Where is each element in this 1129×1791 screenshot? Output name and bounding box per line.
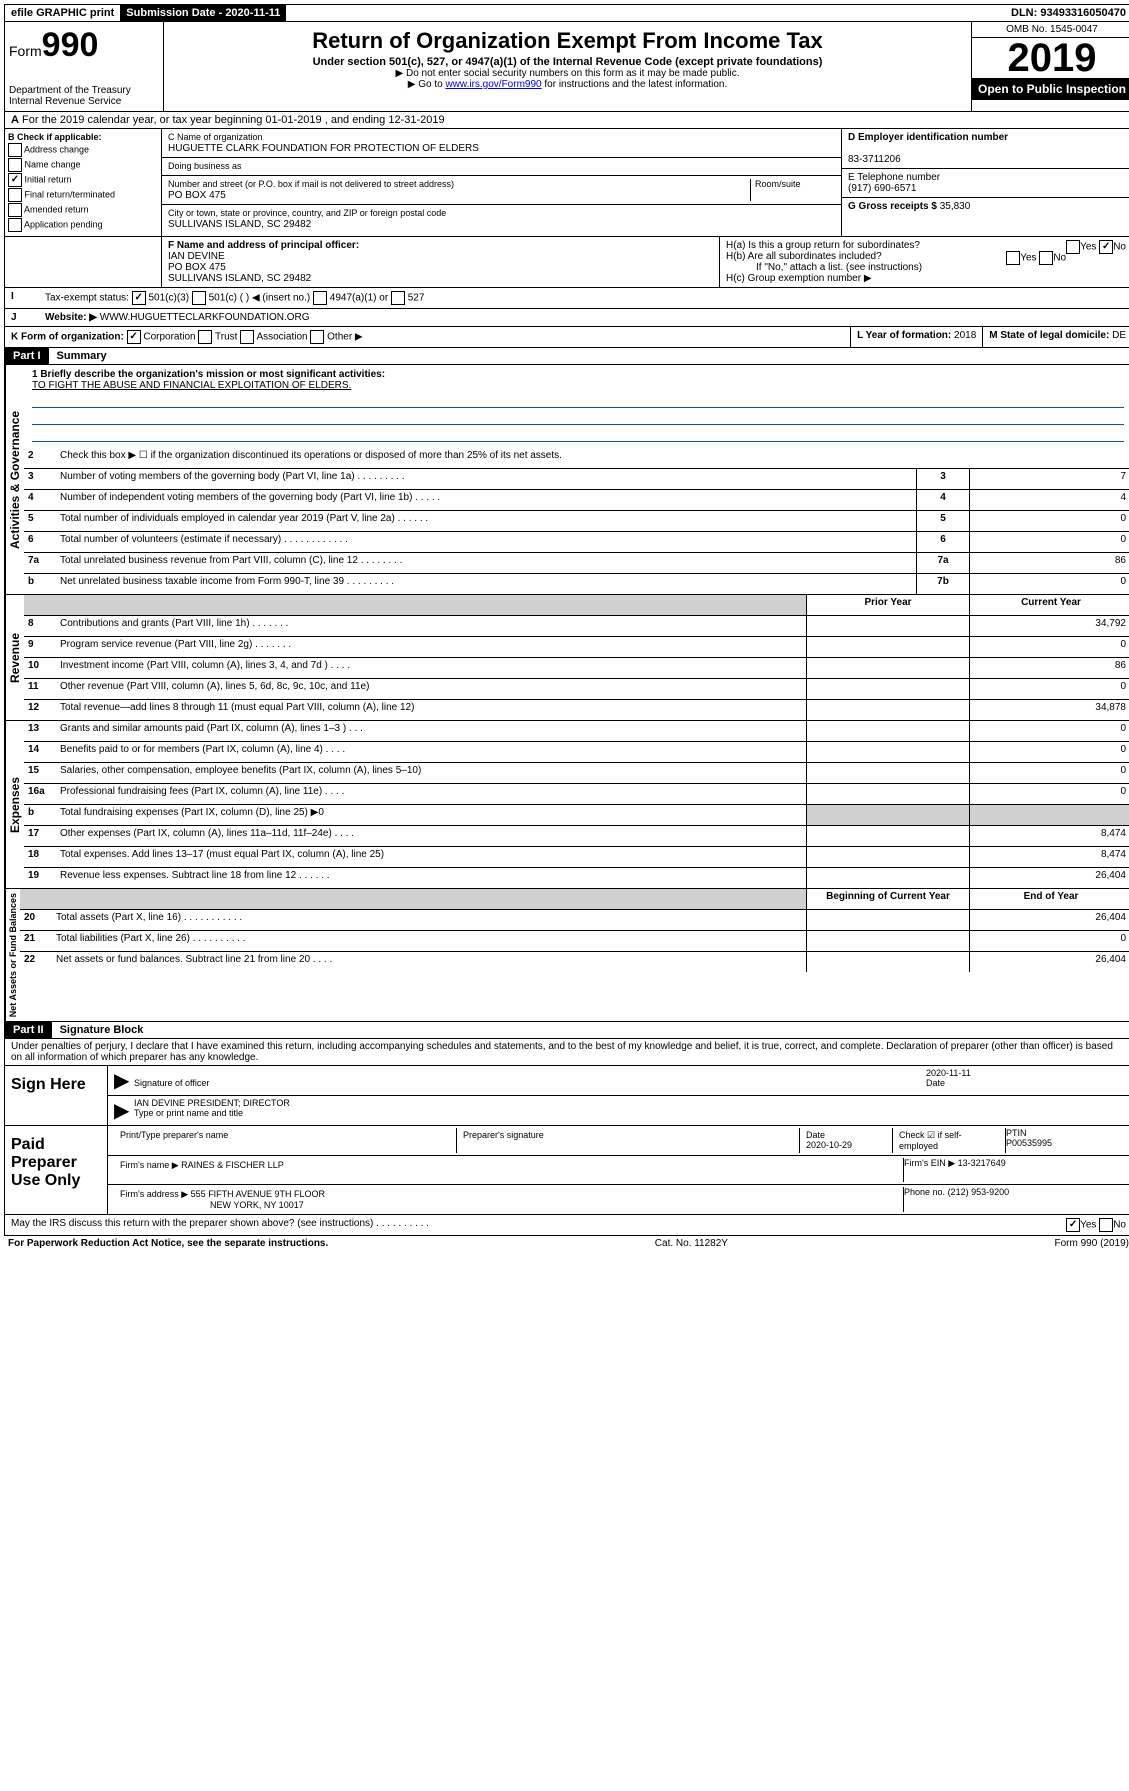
expenses-section: Expenses 13 Grants and similar amounts p… [4, 721, 1129, 889]
section-f-h: F Name and address of principal officer:… [4, 237, 1129, 288]
net-assets-section: Net Assets or Fund Balances Beginning of… [4, 889, 1129, 1022]
table-row: 12 Total revenue—add lines 8 through 11 … [24, 700, 1129, 720]
revenue-label: Revenue [5, 595, 24, 720]
box-h: H(a) Is this a group return for subordin… [719, 237, 1129, 287]
table-row: 17 Other expenses (Part IX, column (A), … [24, 826, 1129, 847]
ein: 83-3711206 [848, 154, 901, 165]
table-row: 11 Other revenue (Part VIII, column (A),… [24, 679, 1129, 700]
tax-year: 2019 [972, 38, 1129, 78]
efile-label: efile GRAPHIC print [5, 5, 120, 21]
box-f: F Name and address of principal officer:… [161, 237, 719, 287]
governance-section: Activities & Governance 1 Briefly descri… [4, 365, 1129, 595]
table-row: 6 Total number of volunteers (estimate i… [24, 532, 1129, 553]
sign-here-block: Sign Here ▶ Signature of officer 2020-11… [4, 1066, 1129, 1126]
footer: For Paperwork Reduction Act Notice, see … [4, 1236, 1129, 1251]
table-row: 21 Total liabilities (Part X, line 26) .… [20, 931, 1129, 952]
part1-header: Part I Summary [4, 348, 1129, 365]
table-row: 10 Investment income (Part VIII, column … [24, 658, 1129, 679]
expenses-label: Expenses [5, 721, 24, 888]
table-row: b Net unrelated business taxable income … [24, 574, 1129, 594]
table-row: 8 Contributions and grants (Part VIII, l… [24, 616, 1129, 637]
line-a: A For the 2019 calendar year, or tax yea… [4, 112, 1129, 129]
section-b-g: B Check if applicable: Address change Na… [4, 129, 1129, 237]
box-b: B Check if applicable: Address change Na… [5, 129, 162, 236]
table-row: 3 Number of voting members of the govern… [24, 469, 1129, 490]
table-row: 9 Program service revenue (Part VIII, li… [24, 637, 1129, 658]
discuss-row: May the IRS discuss this return with the… [4, 1215, 1129, 1236]
table-row: 13 Grants and similar amounts paid (Part… [24, 721, 1129, 742]
box-j: J Website: ▶ WWW.HUGUETTECLARKFOUNDATION… [4, 309, 1129, 327]
phone: (917) 690-6571 [848, 183, 916, 194]
revenue-section: Revenue Prior Year Current Year 8 Contri… [4, 595, 1129, 721]
org-city: SULLIVANS ISLAND, SC 29482 [168, 219, 311, 230]
dept-label: Department of the Treasury [9, 85, 159, 96]
paid-preparer-block: Paid Preparer Use Only Print/Type prepar… [4, 1126, 1129, 1215]
note-ssn: ▶ Do not enter social security numbers o… [168, 68, 967, 79]
box-c: C Name of organization HUGUETTE CLARK FO… [162, 129, 841, 236]
form-subtitle: Under section 501(c), 527, or 4947(a)(1)… [168, 56, 967, 68]
paid-preparer-label: Paid Preparer Use Only [5, 1126, 108, 1214]
open-public-badge: Open to Public Inspection [972, 78, 1129, 100]
gross-receipts: 35,830 [940, 201, 971, 212]
governance-label: Activities & Governance [5, 365, 24, 594]
box-i: I Tax-exempt status: 501(c)(3) 501(c) ( … [4, 288, 1129, 309]
box-d-e-g: D Employer identification number 83-3711… [841, 129, 1129, 236]
form-number: Form990 [9, 26, 159, 65]
table-row: 4 Number of independent voting members o… [24, 490, 1129, 511]
mission-text: TO FIGHT THE ABUSE AND FINANCIAL EXPLOIT… [32, 380, 351, 391]
table-row: 5 Total number of individuals employed i… [24, 511, 1129, 532]
table-row: 18 Total expenses. Add lines 13–17 (must… [24, 847, 1129, 868]
form-header: Form990 Department of the Treasury Inter… [4, 22, 1129, 112]
table-row: 19 Revenue less expenses. Subtract line … [24, 868, 1129, 888]
table-row: 20 Total assets (Part X, line 16) . . . … [20, 910, 1129, 931]
org-name: HUGUETTE CLARK FOUNDATION FOR PROTECTION… [168, 143, 479, 154]
top-bar: efile GRAPHIC print Submission Date - 20… [4, 4, 1129, 22]
note-link: ▶ Go to www.irs.gov/Form990 for instruct… [168, 79, 967, 90]
part2-header: Part II Signature Block [4, 1022, 1129, 1039]
irs-label: Internal Revenue Service [9, 96, 159, 107]
dln-label: DLN: 93493316050470 [1005, 5, 1129, 21]
table-row: 16a Professional fundraising fees (Part … [24, 784, 1129, 805]
perjury-text: Under penalties of perjury, I declare th… [4, 1039, 1129, 1066]
table-row: 14 Benefits paid to or for members (Part… [24, 742, 1129, 763]
box-k-l-m: K Form of organization: Corporation Trus… [4, 327, 1129, 348]
table-row: b Total fundraising expenses (Part IX, c… [24, 805, 1129, 826]
table-row: 15 Salaries, other compensation, employe… [24, 763, 1129, 784]
table-row: 7a Total unrelated business revenue from… [24, 553, 1129, 574]
net-label: Net Assets or Fund Balances [5, 889, 20, 1021]
website: WWW.HUGUETTECLARKFOUNDATION.ORG [100, 312, 310, 323]
form-title: Return of Organization Exempt From Incom… [168, 28, 967, 54]
sign-here-label: Sign Here [5, 1066, 108, 1125]
irs-link[interactable]: www.irs.gov/Form990 [445, 79, 541, 90]
org-address: PO BOX 475 [168, 190, 226, 201]
submission-date-button[interactable]: Submission Date - 2020-11-11 [120, 5, 286, 21]
table-row: 22 Net assets or fund balances. Subtract… [20, 952, 1129, 972]
